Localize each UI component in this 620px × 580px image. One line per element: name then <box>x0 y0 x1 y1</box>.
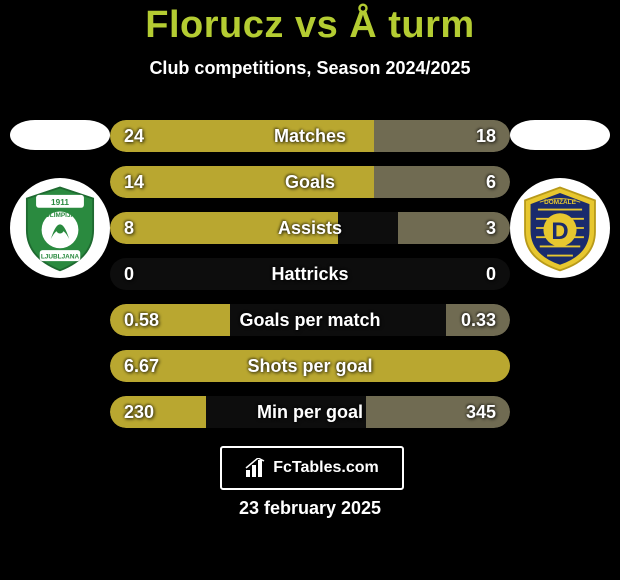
stat-bar-right <box>374 166 510 198</box>
brand-badge: FcTables.com <box>220 446 404 490</box>
stat-bar-right <box>446 304 510 336</box>
stat-bar-track <box>110 258 510 290</box>
left-player-column: 1911 OLIMPIJA LJUBLJANA <box>10 120 110 278</box>
crest-label-top-right: DOMŽALE <box>544 197 577 206</box>
stat-bar-left <box>110 350 510 382</box>
stat-bar-left <box>110 304 230 336</box>
stat-row: Matches2418 <box>110 120 510 152</box>
stat-bar-left <box>110 396 206 428</box>
right-club-crest: D DOMŽALE <box>510 178 610 278</box>
stat-row: Goals per match0.580.33 <box>110 304 510 336</box>
stat-bar-track <box>110 350 510 382</box>
stat-bar-track <box>110 396 510 428</box>
brand-chart-icon <box>245 458 267 478</box>
stat-bar-right <box>366 396 510 428</box>
stat-bar-track <box>110 120 510 152</box>
stat-row: Assists83 <box>110 212 510 244</box>
stat-bar-left <box>110 120 374 152</box>
footer-date: 23 february 2025 <box>0 498 620 519</box>
stats-table: Matches2418 Goals146 Assists83 Hattricks00 G… <box>110 120 510 442</box>
stat-bar-track <box>110 212 510 244</box>
left-club-crest: 1911 OLIMPIJA LJUBLJANA <box>10 178 110 278</box>
stat-bar-right <box>374 120 510 152</box>
stat-row: Shots per goal6.67 <box>110 350 510 382</box>
stat-row: Hattricks00 <box>110 258 510 290</box>
olimpija-crest-icon: 1911 OLIMPIJA LJUBLJANA <box>14 182 106 274</box>
stat-bar-track <box>110 304 510 336</box>
crest-label-bottom: LJUBLJANA <box>41 253 80 260</box>
domzale-crest-icon: D DOMŽALE <box>514 182 606 274</box>
stat-row: Min per goal230345 <box>110 396 510 428</box>
crest-letter: D <box>551 218 568 245</box>
brand-text: FcTables.com <box>273 459 379 477</box>
stat-bar-left <box>110 212 338 244</box>
comparison-subtitle: Club competitions, Season 2024/2025 <box>0 58 620 79</box>
left-flag <box>10 120 110 150</box>
crest-year: 1911 <box>51 198 69 207</box>
stat-bar-right <box>398 212 510 244</box>
crest-label-top: OLIMPIJA <box>45 212 76 219</box>
comparison-title: Florucz vs Å turm <box>0 4 620 47</box>
right-flag <box>510 120 610 150</box>
right-player-column: D DOMŽALE <box>510 120 610 278</box>
stat-row: Goals146 <box>110 166 510 198</box>
stat-bar-track <box>110 166 510 198</box>
stat-bar-left <box>110 166 374 198</box>
